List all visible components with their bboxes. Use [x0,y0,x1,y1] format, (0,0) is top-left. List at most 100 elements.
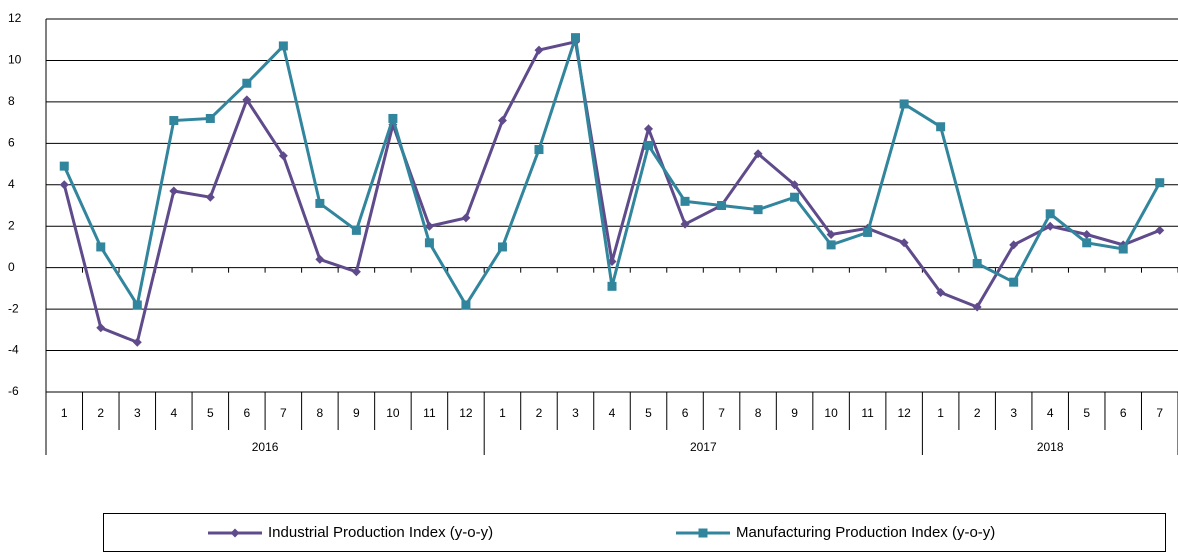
point [534,45,544,55]
point [424,238,434,248]
x-tick-label: 8 [755,406,762,420]
point [698,528,708,538]
x-tick-label: 1 [61,406,68,420]
point [278,41,288,51]
point [607,281,617,291]
x-group-label: 2016 [252,440,279,454]
point [1155,178,1165,188]
point [717,201,727,210]
point [388,113,398,123]
x-tick-label: 1 [499,406,506,420]
x-tick-label: 6 [682,406,689,420]
y-tick-label: 0 [8,260,15,274]
y-tick-label: 8 [8,94,15,108]
point [315,254,325,264]
x-tick-label: 12 [897,406,911,420]
point [680,219,690,229]
x-group-label: 2018 [1037,440,1064,454]
point [96,242,106,252]
point [790,180,800,190]
x-tick-label: 7 [1156,406,1163,420]
point [790,192,800,202]
point [497,116,507,126]
point [936,122,946,132]
y-tick-label: 2 [8,218,15,232]
point [534,145,544,155]
point [205,113,215,123]
point [351,225,361,235]
x-tick-label: 5 [645,406,652,420]
point [1009,277,1019,287]
point [826,240,836,250]
x-tick-label: 9 [791,406,798,420]
point [1082,230,1092,240]
x-tick-label: 2 [536,406,543,420]
point [899,238,909,248]
x-tick-label: 3 [134,406,141,420]
point [753,205,763,215]
point [461,300,471,310]
point [96,323,106,333]
point [424,221,434,231]
x-tick-label: 8 [317,406,324,420]
point [1155,225,1165,235]
point [59,161,69,171]
point [497,242,507,252]
point [899,99,909,109]
point [644,124,654,134]
point [644,140,654,150]
point [1118,244,1128,254]
point [972,259,982,269]
point [1045,221,1055,231]
x-tick-label: 3 [1010,406,1017,420]
point [753,149,763,159]
y-tick-label: 6 [8,136,15,150]
y-tick-label: 10 [8,53,22,67]
x-tick-label: 10 [386,406,400,420]
series-line [62,39,1161,345]
point [132,300,142,310]
point [169,186,179,196]
x-tick-label: 4 [1047,406,1054,420]
point [59,180,69,190]
x-tick-label: 11 [423,406,436,420]
legend-label: Manufacturing Production Index (y-o-y) [736,524,995,541]
point [351,267,361,277]
x-tick-label: 5 [207,406,214,420]
y-tick-label: -4 [8,343,19,357]
point [1082,238,1092,248]
point [315,198,325,208]
x-tick-label: 11 [861,406,874,420]
x-tick-label: 3 [572,406,579,420]
x-group-label: 2017 [690,440,717,454]
y-tick-label: 4 [8,177,15,191]
point [826,230,836,240]
y-tick-label: -6 [8,384,19,398]
x-tick-label: 4 [609,406,616,420]
point [230,528,240,538]
y-tick-label: -2 [8,301,19,315]
x-tick-label: 12 [459,406,473,420]
point [1009,240,1019,250]
x-tick-label: 10 [824,406,838,420]
point [461,213,471,223]
x-tick-label: 1 [937,406,944,420]
x-tick-label: 6 [1120,406,1127,420]
point [169,116,179,126]
x-tick-label: 6 [243,406,250,420]
point [972,302,982,312]
point [1045,209,1055,219]
legend-box [103,513,1166,552]
point [936,288,946,298]
point [570,33,580,43]
point [278,151,288,161]
x-tick-label: 2 [97,406,104,420]
point [680,196,690,206]
x-tick-label: 7 [718,406,725,420]
x-tick-label: 7 [280,406,287,420]
point [205,192,215,202]
y-tick-label: 12 [8,11,22,25]
x-tick-label: 4 [170,406,177,420]
x-tick-label: 2 [974,406,981,420]
